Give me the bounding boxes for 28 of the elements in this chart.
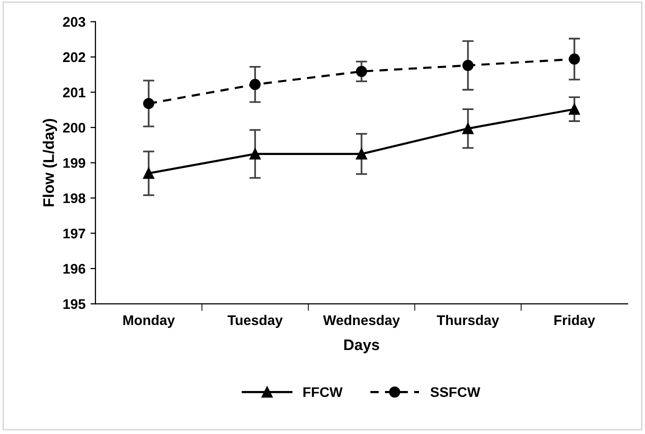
x-axis-title: Days — [344, 340, 380, 354]
point — [462, 122, 474, 134]
point — [250, 78, 261, 90]
point — [143, 98, 154, 110]
y-tick-label: 201 — [63, 88, 86, 98]
point — [143, 168, 154, 179]
point — [250, 148, 261, 160]
y-tick-label: 197 — [63, 228, 86, 238]
y-tick-label: 203 — [63, 17, 86, 27]
y-tick-label: 195 — [63, 299, 86, 309]
point — [568, 54, 580, 65]
y-tick-label: 198 — [63, 193, 86, 204]
y-tick-label: 200 — [63, 122, 86, 133]
x-tick-label: Thursday — [436, 314, 500, 328]
legend-label: FFCW — [303, 387, 343, 398]
point — [568, 104, 580, 115]
x-tick-label: Wednesday — [323, 314, 400, 328]
point — [356, 148, 368, 160]
y-tick-label: 196 — [63, 264, 86, 274]
y-tick-label: 202 — [63, 52, 86, 62]
y-axis-title: Flow (L/day) — [42, 118, 58, 206]
legend-label: SSFCW — [430, 387, 480, 398]
x-tick-label: Tuesday — [228, 314, 283, 328]
y-tick-label: 199 — [63, 158, 86, 168]
point — [356, 66, 368, 77]
point — [462, 60, 474, 71]
x-tick-label: Friday — [554, 314, 596, 328]
x-tick-label: Monday — [123, 314, 175, 328]
